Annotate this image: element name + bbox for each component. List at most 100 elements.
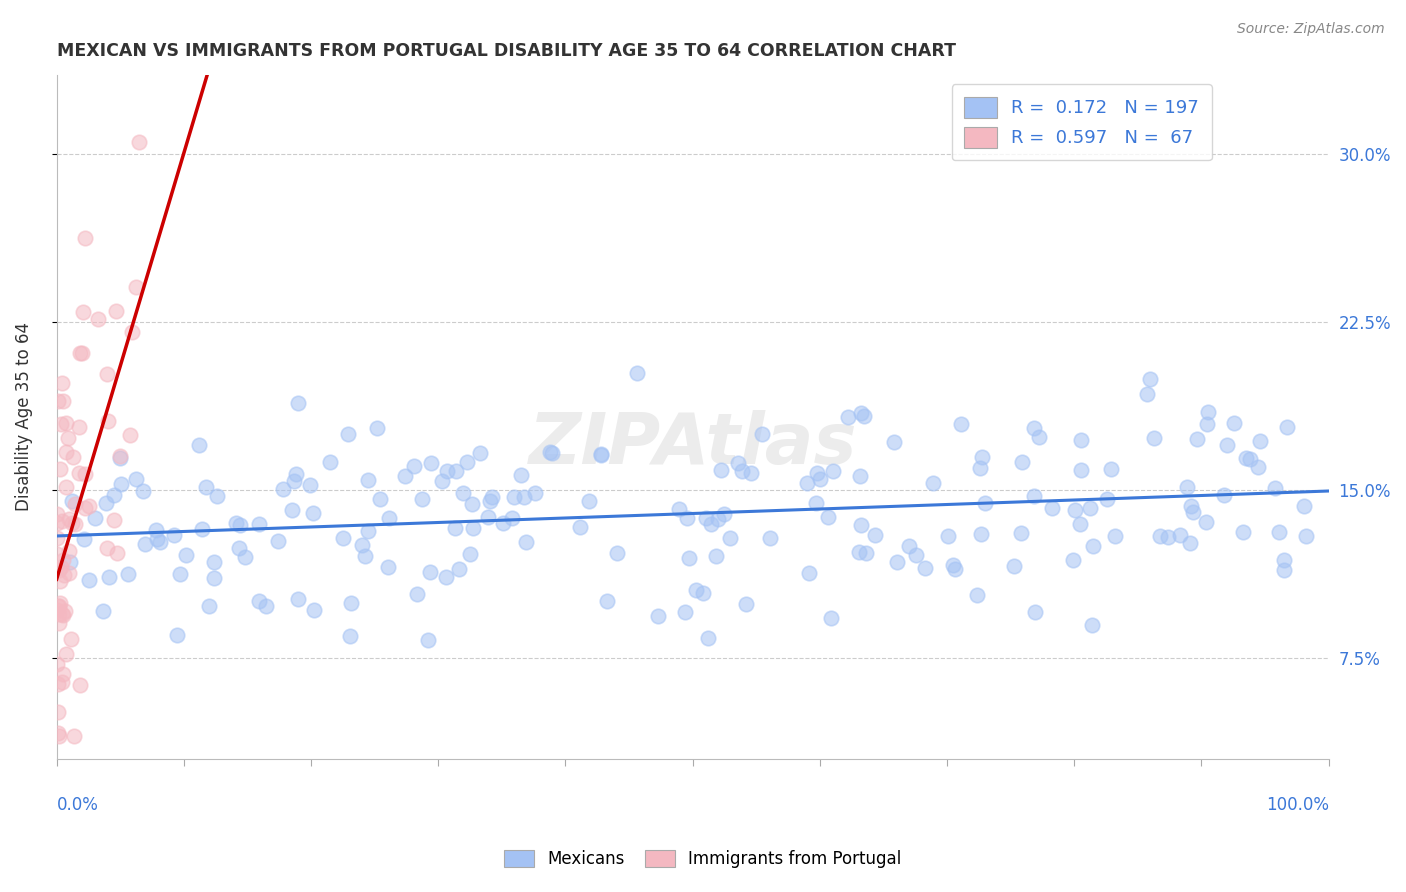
Point <box>132 484 155 499</box>
Point <box>848 545 870 559</box>
Point <box>1010 525 1032 540</box>
Legend: Mexicans, Immigrants from Portugal: Mexicans, Immigrants from Portugal <box>496 842 910 877</box>
Point <box>849 518 872 533</box>
Point <box>589 447 612 461</box>
Legend: R =  0.172   N = 197, R =  0.597   N =  67: R = 0.172 N = 197, R = 0.597 N = 67 <box>952 84 1212 161</box>
Point <box>1024 420 1046 434</box>
Point <box>966 588 988 602</box>
Point <box>668 501 690 516</box>
Point <box>46 657 69 672</box>
Point <box>366 420 388 434</box>
Point <box>97 414 120 428</box>
Point <box>108 449 131 463</box>
Point <box>194 480 217 494</box>
Point <box>104 304 127 318</box>
Point <box>806 466 828 480</box>
Point <box>63 730 86 744</box>
Point <box>228 541 250 555</box>
Point <box>117 567 139 582</box>
Point <box>169 566 191 581</box>
Point <box>51 514 73 528</box>
Point <box>69 678 91 692</box>
Point <box>853 409 876 424</box>
Point <box>969 461 991 475</box>
Point <box>91 604 114 618</box>
Point <box>198 599 221 613</box>
Point <box>1195 516 1218 530</box>
Point <box>52 393 75 408</box>
Point <box>377 560 399 574</box>
Point <box>302 506 325 520</box>
Point <box>59 632 82 646</box>
Point <box>461 497 484 511</box>
Point <box>287 396 309 410</box>
Point <box>808 472 831 486</box>
Point <box>713 507 735 521</box>
Point <box>1216 438 1239 452</box>
Point <box>1024 606 1046 620</box>
Point <box>855 546 877 560</box>
Point <box>707 512 730 526</box>
Point <box>353 549 375 563</box>
Point <box>1028 430 1050 444</box>
Point <box>60 516 83 531</box>
Point <box>110 476 132 491</box>
Point <box>75 230 97 244</box>
Point <box>402 458 425 473</box>
Point <box>538 444 561 458</box>
Point <box>394 468 416 483</box>
Point <box>678 550 700 565</box>
Point <box>481 490 503 504</box>
Point <box>166 628 188 642</box>
Point <box>817 509 839 524</box>
Point <box>796 475 818 490</box>
Point <box>55 647 77 661</box>
Point <box>49 596 72 610</box>
Point <box>58 512 80 526</box>
Point <box>205 489 228 503</box>
Point <box>943 561 966 575</box>
Point <box>53 567 76 582</box>
Point <box>48 607 70 621</box>
Point <box>509 467 531 482</box>
Point <box>727 456 749 470</box>
Point <box>86 312 108 326</box>
Point <box>973 495 995 509</box>
Point <box>461 521 484 535</box>
Point <box>56 431 79 445</box>
Point <box>108 451 131 466</box>
Point <box>45 547 67 561</box>
Point <box>1264 481 1286 495</box>
Point <box>174 548 197 562</box>
Point <box>1139 372 1161 386</box>
Point <box>1070 433 1092 447</box>
Point <box>190 522 212 536</box>
Point <box>283 475 305 489</box>
Point <box>120 428 142 442</box>
Point <box>1062 553 1084 567</box>
Point <box>55 445 77 459</box>
Point <box>922 475 945 490</box>
Point <box>886 555 908 569</box>
Point <box>46 725 69 739</box>
Point <box>1247 460 1270 475</box>
Point <box>419 565 441 579</box>
Point <box>411 492 433 507</box>
Point <box>52 667 75 681</box>
Point <box>52 553 75 567</box>
Y-axis label: Disability Age 35 to 64: Disability Age 35 to 64 <box>15 323 32 511</box>
Point <box>378 511 401 525</box>
Point <box>1272 553 1295 567</box>
Text: MEXICAN VS IMMIGRANTS FROM PORTUGAL DISABILITY AGE 35 TO 64 CORRELATION CHART: MEXICAN VS IMMIGRANTS FROM PORTUGAL DISA… <box>56 42 956 60</box>
Point <box>1011 455 1033 469</box>
Point <box>70 345 93 359</box>
Point <box>1185 433 1208 447</box>
Point <box>1081 617 1104 632</box>
Point <box>970 526 993 541</box>
Point <box>942 558 965 573</box>
Point <box>319 455 342 469</box>
Point <box>1222 417 1244 431</box>
Point <box>478 493 501 508</box>
Point <box>1069 516 1091 531</box>
Point <box>503 490 526 504</box>
